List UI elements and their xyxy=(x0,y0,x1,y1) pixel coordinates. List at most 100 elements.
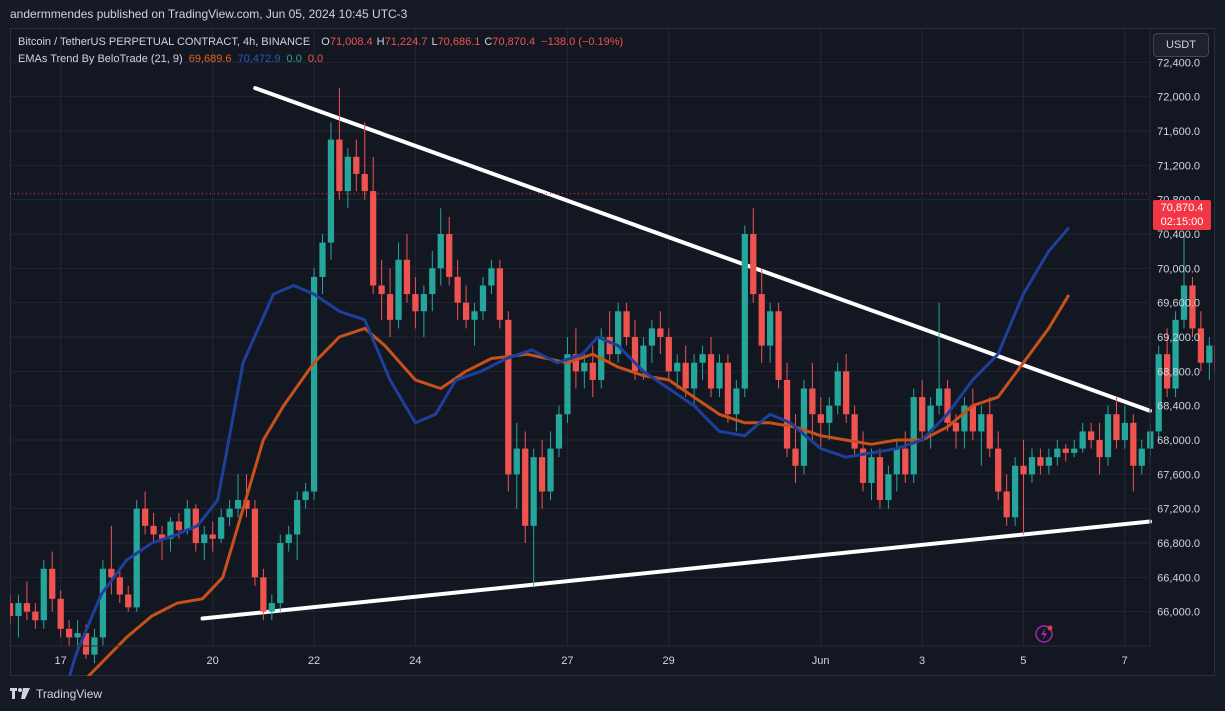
candle-body xyxy=(108,568,115,578)
time-tick-label: 17 xyxy=(55,655,67,667)
candle xyxy=(1130,414,1137,492)
candle-body xyxy=(522,448,529,526)
candle xyxy=(758,268,765,363)
bar-countdown: 02:15:00 xyxy=(1160,216,1204,228)
time-tick-label: 3 xyxy=(919,655,925,667)
candle xyxy=(251,500,259,586)
candle xyxy=(733,379,740,432)
candle xyxy=(1197,311,1205,372)
candle-body xyxy=(74,633,81,638)
candle-body xyxy=(1071,448,1078,453)
lightning-alert-icon[interactable] xyxy=(1034,624,1054,644)
candle xyxy=(1206,337,1213,380)
candle-body xyxy=(783,379,791,449)
candle-body xyxy=(800,388,808,466)
candle xyxy=(851,405,858,458)
candle-body xyxy=(885,474,892,501)
candle xyxy=(446,216,453,286)
candle-body xyxy=(1104,414,1112,458)
candle-body xyxy=(454,276,461,303)
candle xyxy=(488,259,495,295)
candle xyxy=(1003,474,1010,526)
trendline-descending-resistance[interactable] xyxy=(253,86,1152,413)
candle xyxy=(226,500,233,526)
candle xyxy=(834,362,841,415)
candle xyxy=(133,500,140,612)
candle xyxy=(49,551,56,612)
indicator-name[interactable]: EMAs Trend By BeloTrade (21, 9) xyxy=(18,53,183,65)
price-tick-label: 67,200.0 xyxy=(1157,504,1200,516)
candle xyxy=(513,422,520,509)
currency-button[interactable]: USDT xyxy=(1153,33,1209,57)
candle xyxy=(344,148,351,209)
candle-body xyxy=(496,268,503,320)
candle xyxy=(1155,345,1162,440)
trendlines xyxy=(200,86,1152,621)
current-price-value: 70,870.4 xyxy=(1160,202,1204,214)
candle xyxy=(268,594,275,621)
candle xyxy=(995,431,1002,501)
candle xyxy=(454,259,461,320)
time-axis[interactable]: 17 20 22 24 27 29 Jun 3 5 7 xyxy=(10,645,1150,667)
candle-body xyxy=(682,362,689,389)
ohlc-key-o: O xyxy=(321,36,330,48)
publisher-line: andermmendes published on TradingView.co… xyxy=(10,7,408,21)
candle-body xyxy=(234,500,242,509)
candle xyxy=(1054,440,1061,466)
candle xyxy=(505,311,512,492)
candle xyxy=(707,337,715,398)
candle-body xyxy=(817,414,824,423)
candle-body xyxy=(969,405,976,432)
candle xyxy=(809,362,816,440)
candle-body xyxy=(471,311,478,320)
price-axis[interactable]: 66,000.0 66,400.0 66,800.0 67,200.0 67,600.0… xyxy=(1149,28,1200,646)
candle-body xyxy=(412,294,419,312)
candle xyxy=(201,525,208,561)
candle-body xyxy=(420,294,427,312)
candle-body xyxy=(919,397,926,432)
candle-body xyxy=(538,457,546,492)
candle-body xyxy=(716,362,723,389)
candle xyxy=(1037,448,1044,475)
candle-body xyxy=(336,139,343,192)
candle xyxy=(310,268,318,501)
candle xyxy=(783,362,791,458)
candle xyxy=(1163,328,1171,398)
time-tick-label: Jun xyxy=(812,655,830,667)
candle xyxy=(277,534,284,612)
candle-body xyxy=(116,577,123,595)
candle xyxy=(479,276,487,320)
candle-body xyxy=(158,534,166,539)
candle xyxy=(125,585,132,612)
price-tick-label: 71,200.0 xyxy=(1157,160,1200,172)
indicator-value-ema-slow: 69,689.6 xyxy=(188,53,232,65)
candle xyxy=(716,354,723,398)
candle-body xyxy=(370,191,377,286)
candle-body xyxy=(40,568,47,621)
candle-body xyxy=(986,414,993,449)
candle-body xyxy=(944,388,951,423)
price-tick-label: 72,000.0 xyxy=(1157,92,1200,104)
candle xyxy=(150,512,157,543)
candle-body xyxy=(1163,354,1171,389)
candle xyxy=(843,354,850,423)
brand-name[interactable]: TradingView xyxy=(36,687,103,701)
candle xyxy=(142,491,149,535)
symbol-name[interactable]: Bitcoin / TetherUS PERPETUAL CONTRACT, 4… xyxy=(18,36,311,48)
candle xyxy=(919,379,926,440)
candle xyxy=(614,302,622,363)
price-tick-label: 71,600.0 xyxy=(1157,126,1200,138)
price-tick-label: 70,400.0 xyxy=(1157,229,1200,241)
candle-body xyxy=(327,139,335,243)
trendline-ascending-support[interactable] xyxy=(200,519,1152,621)
price-chart[interactable]: 66,000.0 66,400.0 66,800.0 67,200.0 67,600.0… xyxy=(10,28,1215,676)
candle-body xyxy=(167,521,174,539)
candle-body xyxy=(555,414,563,449)
candle-body xyxy=(353,156,360,174)
candle xyxy=(724,354,732,423)
candle xyxy=(285,525,292,552)
candle xyxy=(471,302,478,346)
candle xyxy=(885,465,892,509)
ohlc-key-l: L xyxy=(431,36,438,48)
candle-body xyxy=(1054,448,1061,458)
